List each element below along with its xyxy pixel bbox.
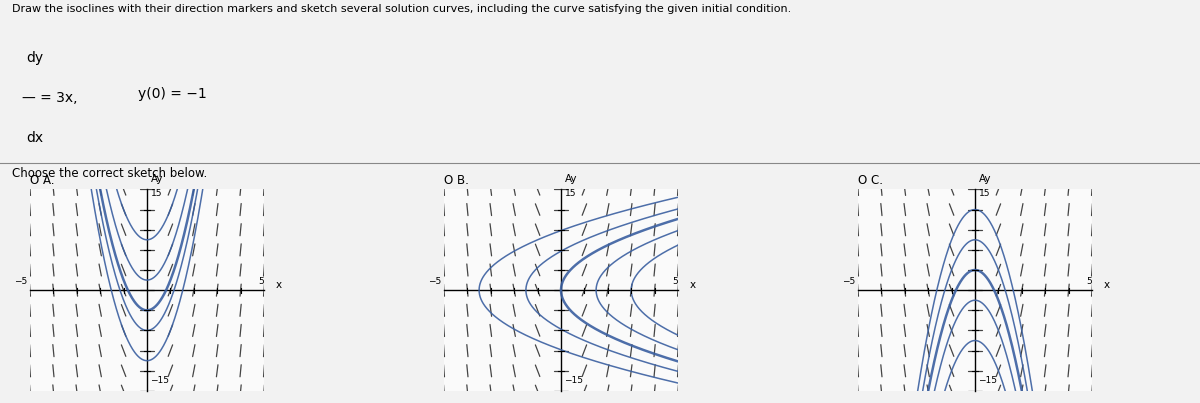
Text: 5: 5 (258, 277, 264, 286)
Text: 15: 15 (978, 189, 990, 198)
Text: 15: 15 (564, 189, 576, 198)
Text: x: x (1104, 280, 1110, 290)
Text: O A.: O A. (30, 174, 54, 187)
Text: −5: −5 (428, 277, 442, 286)
Text: dy: dy (26, 51, 43, 65)
Text: — = 3x,: — = 3x, (22, 91, 77, 105)
Text: −15: −15 (978, 376, 997, 385)
Text: O C.: O C. (858, 174, 883, 187)
Text: 5: 5 (672, 277, 678, 286)
Text: Ay: Ay (150, 174, 163, 184)
Text: O B.: O B. (444, 174, 469, 187)
Text: −5: −5 (14, 277, 28, 286)
Text: x: x (690, 280, 696, 290)
Text: y(0) = −1: y(0) = −1 (138, 87, 206, 101)
Text: x: x (276, 280, 282, 290)
Text: Ay: Ay (978, 174, 991, 184)
Text: −15: −15 (564, 376, 583, 385)
Text: −5: −5 (842, 277, 856, 286)
Text: Choose the correct sketch below.: Choose the correct sketch below. (12, 167, 208, 180)
Text: 5: 5 (1086, 277, 1092, 286)
Text: Ay: Ay (564, 174, 577, 184)
Text: dx: dx (26, 131, 43, 145)
Text: 15: 15 (150, 189, 162, 198)
Text: −15: −15 (150, 376, 169, 385)
Text: Draw the isoclines with their direction markers and sketch several solution curv: Draw the isoclines with their direction … (12, 4, 791, 14)
